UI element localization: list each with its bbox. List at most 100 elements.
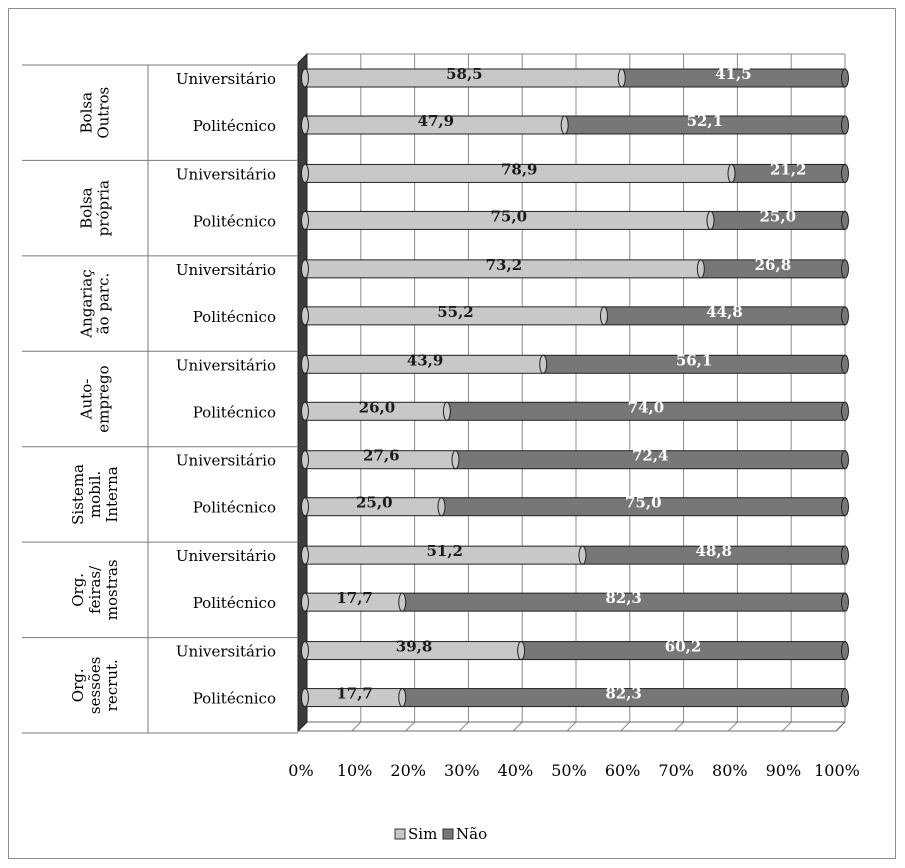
- bar-sim-end-cap: [451, 450, 460, 470]
- floor-right-edge: [835, 721, 846, 732]
- left-wall: [297, 52, 308, 733]
- bar-cap-left: [301, 115, 309, 135]
- data-label-sim: 75,0: [490, 207, 527, 225]
- legend-swatch-não: [442, 828, 454, 840]
- bar-cap-left: [301, 210, 309, 230]
- bar-sim-end-cap: [539, 354, 548, 374]
- x-tick-label: 60%: [605, 761, 641, 780]
- bar-cap-left: [301, 163, 309, 183]
- bar-nao-end-cap: [841, 259, 849, 279]
- data-label-nao: 21,2: [770, 160, 807, 178]
- data-label-sim: 55,2: [437, 303, 474, 321]
- category-label: Politécnico: [193, 308, 276, 326]
- bar-sim-end-cap: [398, 688, 407, 708]
- data-label-nao: 72,4: [632, 447, 669, 465]
- bar-cap-left: [301, 259, 309, 279]
- bar-sim-end-cap: [599, 306, 608, 326]
- group-label: mostras: [103, 559, 121, 620]
- data-label-sim: 27,6: [363, 447, 400, 465]
- data-label-sim: 78,9: [501, 160, 538, 178]
- gridline-floor: [620, 721, 631, 732]
- x-tick-label: 30%: [444, 761, 480, 780]
- bar-sim-end-cap: [398, 592, 407, 612]
- data-label-sim: 25,0: [356, 494, 393, 512]
- group-label: Sistema: [69, 464, 87, 525]
- gridline-floor: [728, 721, 738, 732]
- bar-sim-end-cap: [437, 497, 446, 517]
- bar-sim-end-cap: [560, 115, 569, 135]
- bar-cap-left: [301, 306, 309, 326]
- bar-sim-end-cap: [706, 210, 715, 230]
- data-label-nao: 60,2: [665, 638, 702, 656]
- category-label: Politécnico: [193, 117, 276, 135]
- bar-cap-left: [301, 450, 309, 470]
- category-label: Universitário: [176, 165, 276, 183]
- data-label-nao: 82,3: [605, 589, 642, 607]
- bar-nao-end-cap: [841, 354, 849, 374]
- bar-nao-end-cap: [841, 401, 849, 421]
- legend-label: Sim: [408, 825, 437, 843]
- x-tick-label: 80%: [712, 761, 748, 780]
- bar-nao-end-cap: [841, 641, 849, 661]
- x-tick-label: 40%: [498, 761, 534, 780]
- bar-cap-left: [301, 497, 309, 517]
- category-label: Politécnico: [193, 690, 276, 708]
- bar-cap-left: [301, 592, 309, 612]
- bar-nao-end-cap: [841, 450, 849, 470]
- gridline-floor: [512, 721, 523, 732]
- data-label-nao: 44,8: [706, 303, 743, 321]
- group-label: Auto-: [78, 379, 96, 421]
- legend-label: Não: [456, 825, 487, 843]
- data-label-nao: 48,8: [695, 542, 732, 560]
- data-label-nao: 26,8: [755, 256, 792, 274]
- x-tick-label: 10%: [337, 761, 373, 780]
- data-label-nao: 56,1: [676, 351, 713, 369]
- gridline-floor: [405, 721, 415, 732]
- gridline-floor: [566, 721, 577, 732]
- bar-cap-left: [301, 401, 309, 421]
- group-label: emprego: [95, 365, 113, 432]
- bar-nao-end-cap: [841, 68, 849, 88]
- bar-nao-end-cap: [841, 497, 849, 517]
- gridline-floor: [459, 721, 469, 732]
- bar-nao-end-cap: [841, 210, 849, 230]
- group-label: ão parc.: [95, 273, 113, 335]
- bar-nao-end-cap: [841, 115, 849, 135]
- x-tick-label: 20%: [390, 761, 426, 780]
- legend-swatch-sim: [394, 828, 406, 840]
- data-label-sim: 17,7: [336, 685, 373, 703]
- group-label: própria: [95, 180, 113, 236]
- group-label: mobil.: [86, 471, 104, 518]
- bar-sim-end-cap: [617, 68, 626, 88]
- group-label: Bolsa: [78, 92, 96, 134]
- data-label-sim: 47,9: [418, 112, 455, 130]
- bar-nao-end-cap: [841, 545, 849, 565]
- bar-cap-left: [301, 641, 309, 661]
- category-label: Politécnico: [193, 499, 276, 517]
- gridline-floor: [351, 721, 362, 732]
- group-label: Bolsa: [78, 187, 96, 229]
- gridline-floor: [781, 721, 792, 732]
- bar-nao-end-cap: [841, 592, 849, 612]
- category-label: Politécnico: [193, 594, 276, 612]
- group-label: Org.: [69, 573, 87, 607]
- data-label-nao: 41,5: [715, 65, 752, 83]
- bar-cap-left: [301, 354, 309, 374]
- gridline-floor: [674, 721, 684, 732]
- data-label-nao: 52,1: [687, 112, 724, 130]
- data-label-sim: 43,9: [407, 351, 444, 369]
- bar-cap-left: [301, 688, 309, 708]
- x-tick-label: 50%: [551, 761, 587, 780]
- data-label-nao: 74,0: [628, 398, 665, 416]
- data-label-sim: 17,7: [336, 589, 373, 607]
- category-label: Politécnico: [193, 403, 276, 421]
- x-tick-label: 0%: [288, 761, 313, 780]
- category-label: Universitário: [176, 643, 276, 661]
- bar-cap-left: [301, 545, 309, 565]
- bar-nao-end-cap: [841, 688, 849, 708]
- bar-sim-end-cap: [727, 163, 736, 183]
- category-label: Universitário: [176, 70, 276, 88]
- data-label-nao: 75,0: [625, 494, 662, 512]
- group-label: Angariaç: [78, 269, 96, 338]
